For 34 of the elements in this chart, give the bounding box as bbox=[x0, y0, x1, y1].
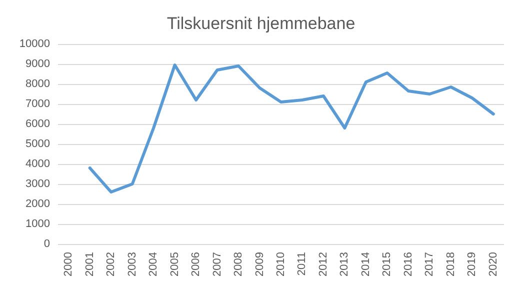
y-tick-label: 6000 bbox=[26, 118, 50, 130]
x-tick-label: 2020 bbox=[487, 252, 500, 276]
x-tick-label: 2010 bbox=[275, 252, 287, 276]
line-series bbox=[88, 64, 495, 194]
y-tick-label: 3000 bbox=[26, 178, 50, 190]
y-tick-label: 7000 bbox=[26, 98, 50, 110]
x-tick-label: 2008 bbox=[232, 252, 245, 276]
x-tick-label: 2011 bbox=[296, 252, 308, 276]
x-tick-label: 2002 bbox=[105, 252, 118, 276]
x-tick-label: 2014 bbox=[360, 252, 372, 276]
chart-title: Tilskuersnit hjemmebane bbox=[166, 14, 356, 33]
x-tick-label: 2016 bbox=[402, 252, 414, 276]
x-tick-label: 2007 bbox=[211, 252, 224, 276]
y-tick-label: 10000 bbox=[19, 38, 50, 50]
y-tick-label: 0 bbox=[44, 238, 50, 250]
x-tick-label: 2013 bbox=[338, 252, 351, 276]
x-tick-label: 2017 bbox=[424, 252, 436, 276]
x-tick-label: 2006 bbox=[190, 252, 202, 276]
x-tick-label: 2012 bbox=[317, 252, 330, 276]
x-tick-label: 2009 bbox=[254, 252, 266, 276]
y-tick-label: 8000 bbox=[26, 78, 50, 90]
x-tick-label: 2015 bbox=[381, 252, 394, 276]
x-tick-label: 2003 bbox=[126, 252, 138, 276]
x-tick-label: 2018 bbox=[444, 252, 457, 276]
x-tick-label: 2001 bbox=[84, 252, 96, 276]
x-tick-label: 2000 bbox=[62, 252, 75, 276]
y-tick-label: 5000 bbox=[26, 138, 50, 150]
y-tick-label: 4000 bbox=[26, 158, 50, 170]
y-tick-label: 1000 bbox=[26, 218, 50, 230]
y-tick-label: 2000 bbox=[26, 198, 50, 210]
y-tick-label: 9000 bbox=[26, 58, 50, 70]
x-tick-label: 2019 bbox=[466, 252, 478, 276]
x-tick-label: 2004 bbox=[148, 252, 160, 276]
x-tick-label: 2005 bbox=[168, 252, 181, 276]
